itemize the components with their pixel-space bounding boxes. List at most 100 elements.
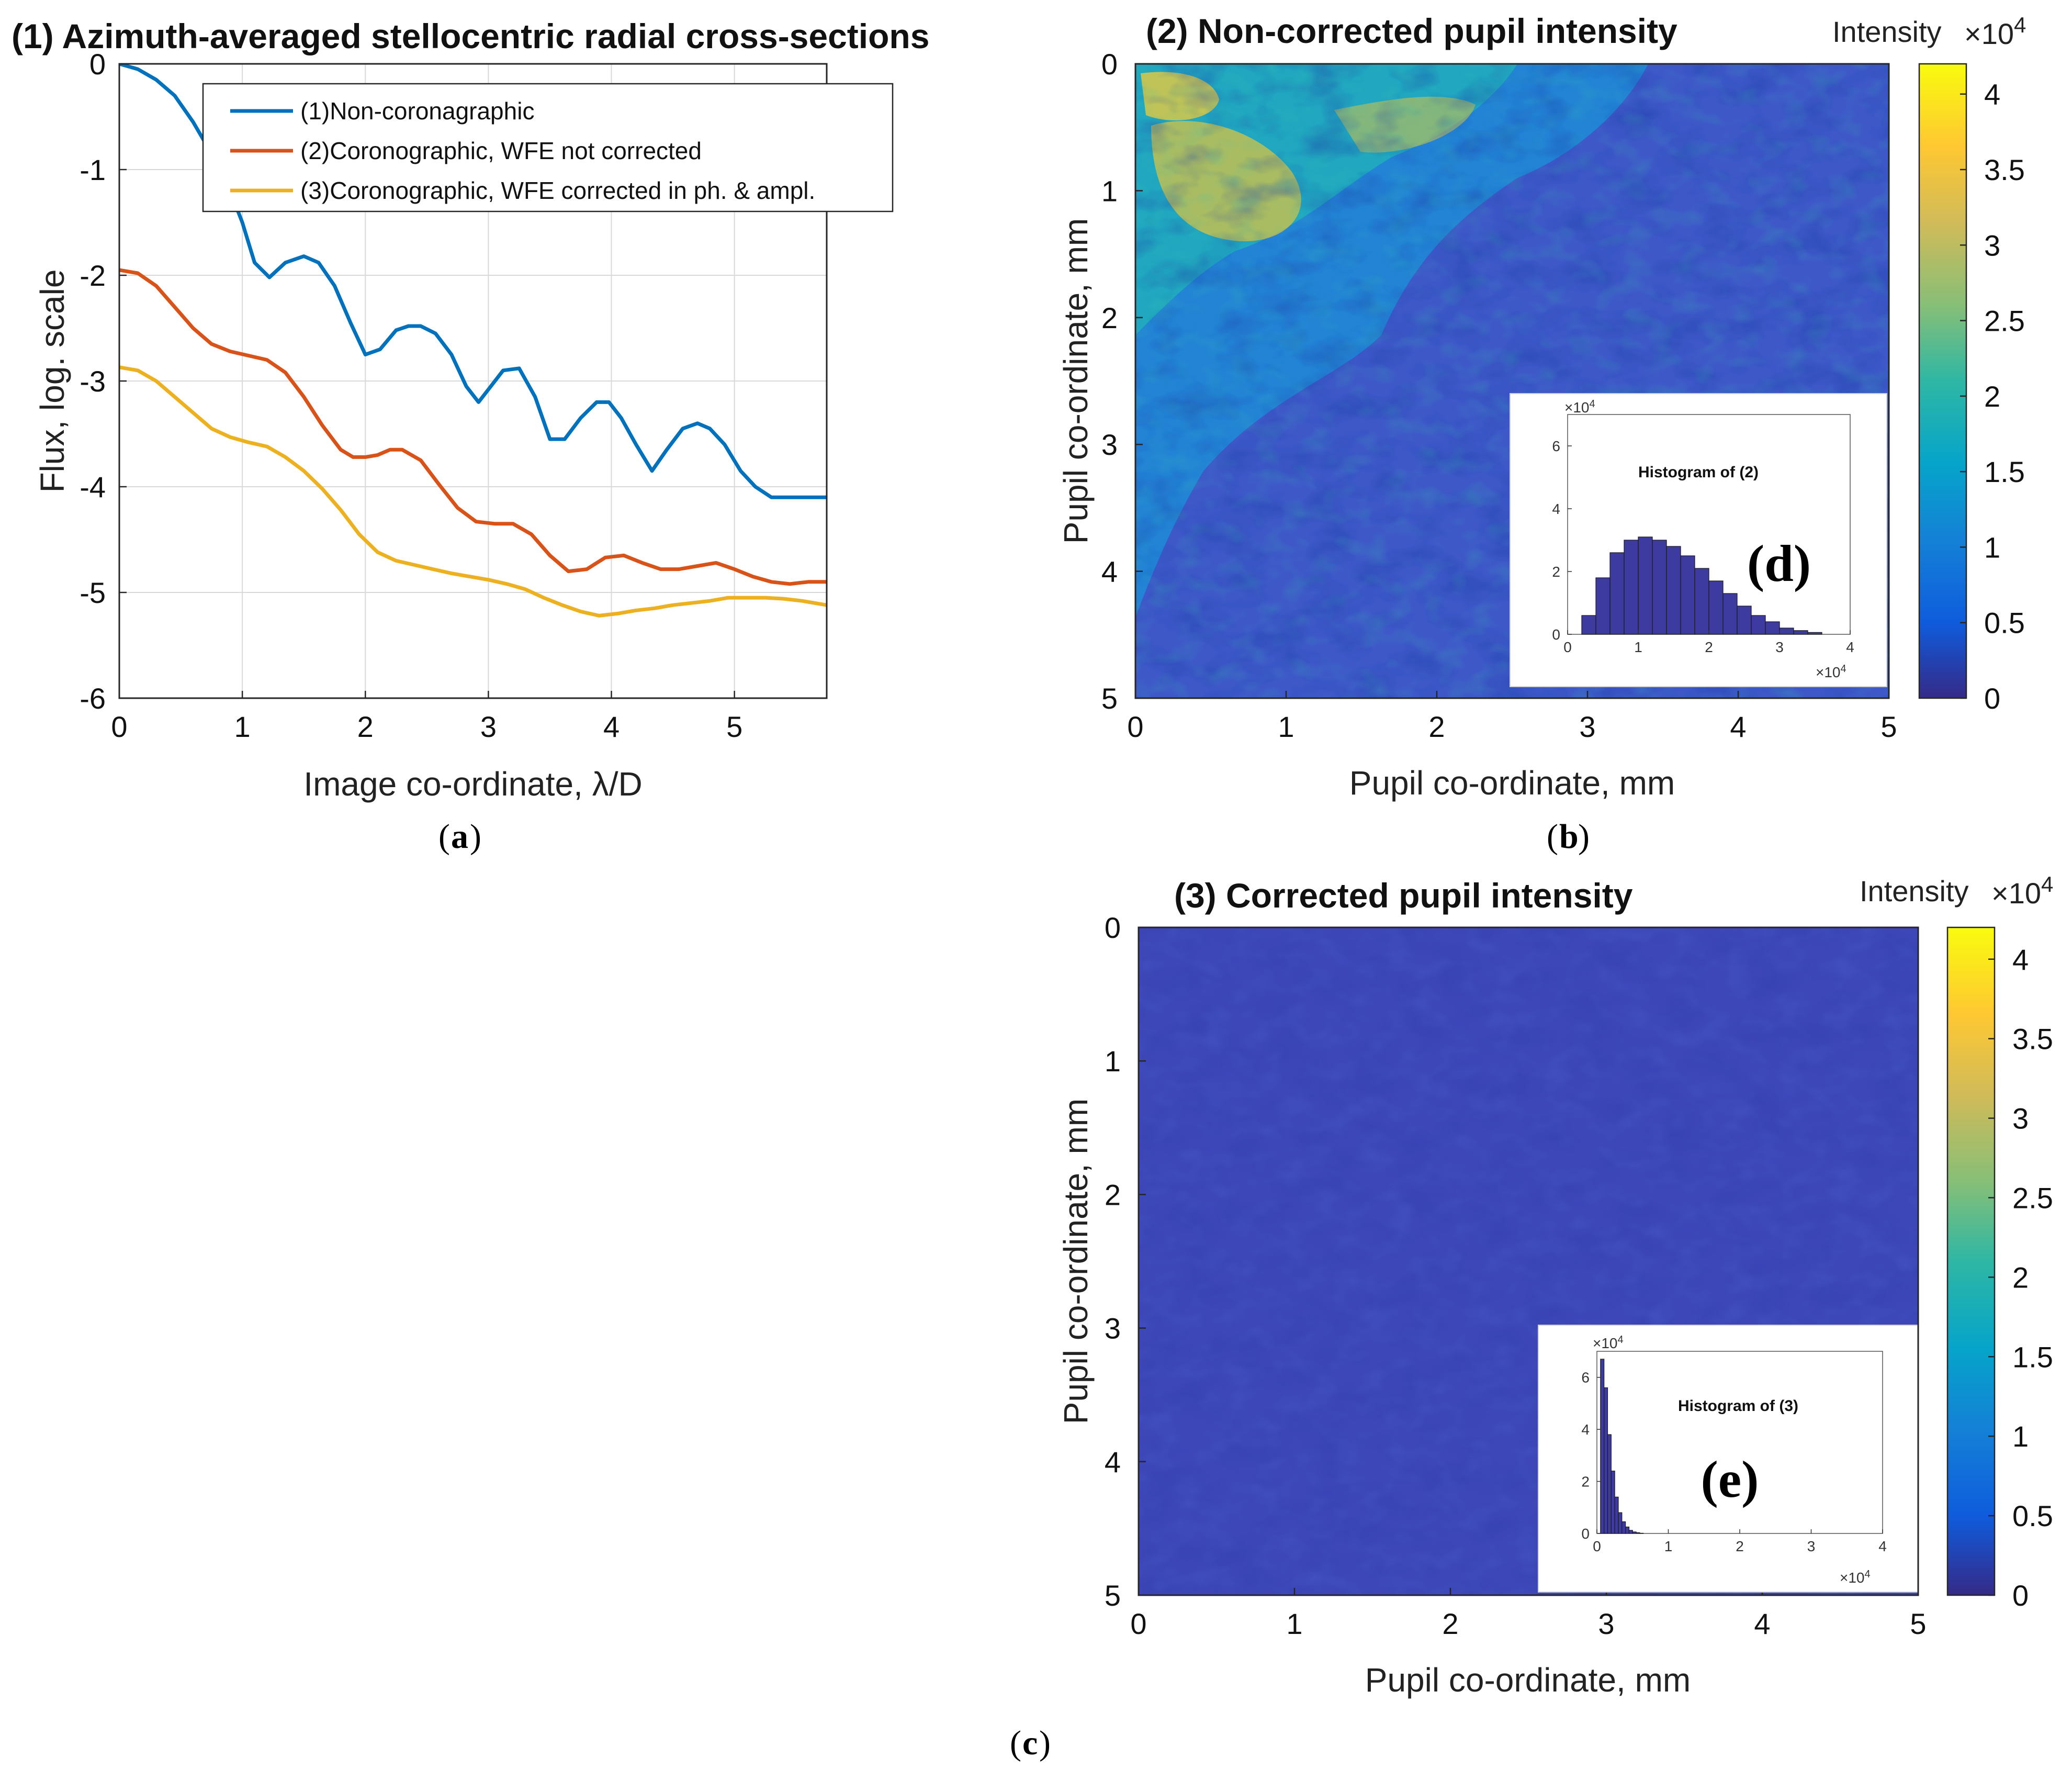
inset-x-tick-label: 3 <box>1807 1538 1816 1554</box>
panel-c: (3) Corrected pupil intensity 0 1 2 3 4 5 0 1 2… <box>1010 872 2053 1762</box>
panel-a-open-paren: ( <box>438 817 450 856</box>
histogram-bar <box>1600 1359 1605 1534</box>
chart-b-ylabel: Pupil co-ordinate, mm <box>1057 218 1095 544</box>
chart-a-y-ticks: 0 -1 -2 -3 -4 -5 -6 <box>80 48 127 715</box>
histogram-bar <box>1737 606 1752 635</box>
chart-b-title: (2) Non-corrected pupil intensity <box>1146 12 1677 50</box>
histogram-bar <box>1604 1387 1608 1534</box>
chart-c-y-ticks: 0 1 2 3 4 5 <box>1105 911 1146 1612</box>
x-tick-label: 1 <box>1278 710 1294 743</box>
chart-b-inset: 0 1 2 3 4 0 2 4 6 Histogram of (2) ×104 ×104 (d) <box>1510 393 1887 687</box>
chart-c-title: (3) Corrected pupil intensity <box>1174 876 1633 915</box>
series-line-2 <box>119 268 827 586</box>
x-tick-label: 4 <box>603 710 620 743</box>
panel-b: (2) Non-corrected pupil intensity 0 1 2 3 4 5… <box>1057 12 2026 856</box>
panel-c-caption: ( c ) <box>1010 1724 1051 1762</box>
colorbar-tick-label: 0 <box>1984 682 2000 715</box>
inset-x-tick-label: 0 <box>1593 1538 1601 1554</box>
x-tick-label: 4 <box>1730 710 1746 743</box>
x-tick-label: 0 <box>111 710 127 743</box>
panel-a-caption: ( a ) <box>438 817 481 856</box>
x-tick-label: 2 <box>357 710 374 743</box>
legend-label-3: (3)Coronographic, WFE corrected in ph. &… <box>300 177 815 204</box>
x-tick-label: 3 <box>1579 710 1595 743</box>
panel-b-close-paren: ) <box>1578 817 1590 856</box>
panel-a-close-paren: ) <box>470 817 481 856</box>
y-tick-label: 3 <box>1101 428 1118 461</box>
colorbar-tick-label: 0.5 <box>1984 607 2025 640</box>
chart-c-colorbar: 0 0.5 1 1.5 2 2.5 3 3.5 4 Intensity ×104 <box>1860 872 2053 1612</box>
colorbar-tick-label: 1.5 <box>1984 455 2025 488</box>
x-tick-label: 0 <box>1130 1607 1146 1640</box>
inset-y-tick-label: 2 <box>1552 564 1560 580</box>
legend-label-2: (2)Coronographic, WFE not corrected <box>300 137 702 164</box>
colorbar-tick-label: 3 <box>2012 1102 2029 1135</box>
x-tick-label: 3 <box>1598 1607 1614 1640</box>
y-tick-label: 1 <box>1105 1045 1121 1078</box>
panel-c-open-paren: ( <box>1010 1724 1021 1762</box>
inset-e-y-exponent: ×104 <box>1593 1334 1624 1351</box>
colorbar-tick-label: 0.5 <box>2012 1499 2053 1532</box>
colorbar-tick-label: 2.5 <box>2012 1181 2053 1214</box>
inset-e-bars <box>1600 1359 1644 1534</box>
histogram-bar <box>1621 1521 1626 1534</box>
chart-b-axes-box <box>1134 63 1890 699</box>
x-tick-label: 1 <box>1286 1607 1302 1640</box>
legend-items: (1)Non-coronagraphic (2)Coronographic, WF… <box>230 97 815 204</box>
y-tick-label: 5 <box>1101 682 1118 715</box>
inset-x-tick-label: 4 <box>1846 639 1854 655</box>
chart-c-xlabel: Pupil co-ordinate, mm <box>1365 1661 1691 1699</box>
histogram-bar <box>1595 577 1611 635</box>
histogram-bar <box>1807 632 1822 635</box>
histogram-bar <box>1609 552 1625 635</box>
x-tick-label: 4 <box>1754 1607 1770 1640</box>
series-line-1 <box>119 64 827 499</box>
chart-c-x-ticks: 0 1 2 3 4 5 <box>1130 1588 1927 1640</box>
y-tick-label: 2 <box>1101 301 1118 334</box>
histogram-bar <box>1694 568 1709 635</box>
histogram-bar <box>1680 555 1695 635</box>
inset-y-tick-label: 4 <box>1581 1421 1590 1438</box>
colorbar-tick-label: 4 <box>2012 943 2029 976</box>
panel-c-close-paren: ) <box>1039 1724 1051 1762</box>
inset-y-tick-label: 6 <box>1581 1370 1590 1386</box>
colorbar-b-gradient <box>1918 63 1967 699</box>
x-tick-label: 2 <box>1428 710 1445 743</box>
x-tick-label: 5 <box>1910 1607 1926 1640</box>
inset-e-title: Histogram of (3) <box>1678 1397 1798 1415</box>
inset-d-title: Histogram of (2) <box>1638 464 1759 481</box>
histogram-bar <box>1666 546 1681 635</box>
inset-y-tick-label: 0 <box>1581 1526 1590 1542</box>
colorbar-c-exponent: ×104 <box>1991 872 2053 910</box>
inset-d-x-exponent: ×104 <box>1816 663 1846 680</box>
y-tick-label: -2 <box>80 259 106 292</box>
colorbar-tick-label: 1 <box>2012 1420 2029 1453</box>
y-tick-label: 4 <box>1105 1446 1121 1478</box>
panel-b-letter: b <box>1559 817 1579 856</box>
y-tick-label: 5 <box>1105 1579 1121 1612</box>
chart-b-xlabel: Pupil co-ordinate, mm <box>1349 764 1675 802</box>
panel-b-caption: ( b ) <box>1547 817 1590 856</box>
colorbar-b-ticks: 0 0.5 1 1.5 2 2.5 3 3.5 4 <box>1960 78 2025 715</box>
y-tick-label: -5 <box>80 576 106 609</box>
y-tick-label: 3 <box>1105 1312 1121 1345</box>
histogram-bar <box>1607 1434 1612 1534</box>
inset-y-tick-label: 0 <box>1552 626 1560 643</box>
chart-c-axes-box <box>1138 926 1919 1596</box>
histogram-bar <box>1765 621 1780 635</box>
y-tick-label: 0 <box>1105 911 1121 944</box>
histogram-bar <box>1611 1471 1615 1534</box>
y-tick-label: -6 <box>80 682 106 715</box>
panel-c-letter: c <box>1022 1724 1038 1762</box>
histogram-bar <box>1624 540 1639 635</box>
inset-x-tick-label: 2 <box>1736 1538 1744 1554</box>
histogram-bar <box>1793 630 1808 635</box>
series-line-3 <box>119 365 827 618</box>
colorbar-c-ticks: 0 0.5 1 1.5 2 2.5 3 3.5 4 <box>1988 943 2053 1612</box>
histogram-bar <box>1628 1530 1633 1534</box>
histogram-bar <box>1652 540 1667 635</box>
inset-x-tick-label: 1 <box>1634 639 1642 655</box>
inset-x-tick-label: 3 <box>1775 639 1784 655</box>
histogram-bar <box>1618 1512 1623 1534</box>
